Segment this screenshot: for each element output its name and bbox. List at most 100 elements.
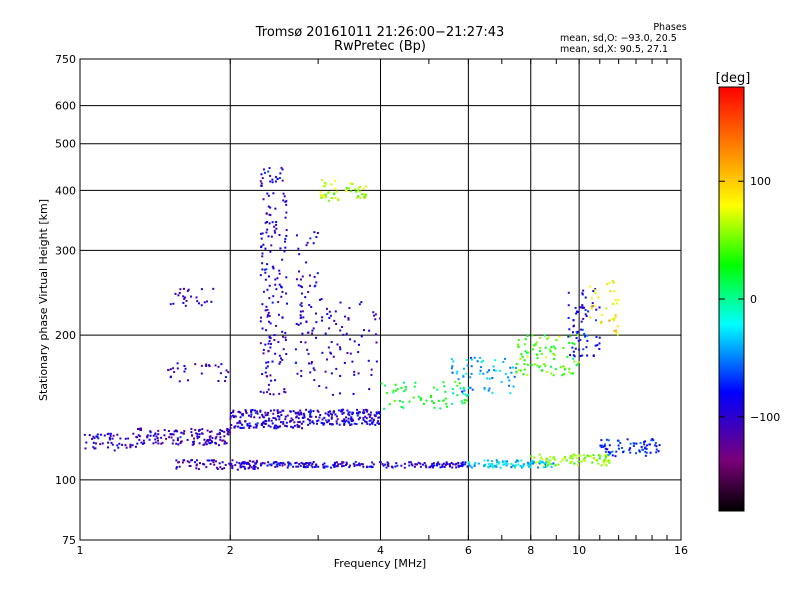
data-point	[262, 352, 265, 355]
data-point	[611, 454, 614, 457]
data-point	[146, 434, 149, 437]
data-point	[325, 419, 328, 422]
data-point	[575, 364, 578, 367]
data-point	[337, 198, 340, 201]
data-point	[281, 462, 284, 465]
data-point	[313, 275, 316, 278]
data-point	[431, 400, 434, 403]
data-point	[348, 414, 351, 417]
data-point	[549, 463, 552, 466]
data-point	[643, 443, 646, 446]
data-point	[172, 367, 175, 370]
data-point	[559, 366, 562, 369]
chart-title-line1: Tromsø 20161011 21:26:00−21:27:43	[255, 25, 505, 40]
data-point	[339, 329, 342, 332]
data-point	[175, 467, 178, 470]
data-point	[275, 324, 278, 327]
data-point	[451, 365, 454, 368]
data-point	[543, 363, 546, 366]
data-point	[284, 418, 287, 421]
data-point	[285, 292, 288, 295]
data-point	[357, 186, 360, 189]
data-point	[264, 309, 267, 312]
data-point	[576, 330, 579, 333]
data-point	[284, 415, 287, 418]
data-point	[353, 463, 356, 466]
data-point	[552, 352, 555, 355]
data-point	[358, 464, 361, 467]
data-point	[113, 449, 116, 452]
data-point	[85, 441, 88, 444]
data-point	[373, 414, 376, 417]
data-point	[326, 465, 329, 468]
data-point	[293, 421, 296, 424]
data-point	[490, 463, 493, 466]
phase-statistics: Phases mean, sd,O: −93.0, 20.5 mean, sd,…	[560, 22, 730, 55]
data-point	[444, 463, 447, 466]
data-point	[293, 424, 296, 427]
data-point	[280, 357, 283, 360]
data-point	[604, 443, 607, 446]
data-point	[283, 250, 286, 253]
data-point	[580, 306, 583, 309]
data-point	[309, 237, 312, 240]
data-point	[534, 461, 537, 464]
data-point	[84, 447, 87, 450]
data-point	[219, 372, 222, 375]
data-point	[321, 179, 324, 182]
data-point	[285, 425, 288, 428]
data-point	[536, 353, 539, 356]
data-point	[345, 332, 348, 335]
data-point	[529, 466, 532, 469]
data-point	[493, 369, 496, 372]
data-point	[567, 291, 570, 294]
data-point	[275, 418, 278, 421]
data-point	[517, 368, 520, 371]
data-point	[274, 379, 277, 382]
data-point	[264, 371, 267, 374]
data-point	[360, 335, 363, 338]
data-point	[278, 177, 281, 180]
data-point	[517, 463, 520, 466]
data-point	[314, 415, 317, 418]
data-point	[590, 307, 593, 310]
data-point	[263, 462, 266, 465]
data-point	[613, 329, 616, 332]
data-point	[377, 420, 380, 423]
data-point	[141, 442, 144, 445]
data-point	[262, 391, 265, 394]
data-point	[169, 376, 172, 379]
y-axis-label: Stationary phase Virtual Height [km]	[37, 199, 50, 401]
data-point	[370, 368, 373, 371]
data-point	[584, 309, 587, 312]
data-point	[261, 177, 264, 180]
data-point	[214, 364, 217, 367]
data-point	[136, 442, 139, 445]
data-point	[400, 386, 403, 389]
data-point	[179, 436, 182, 439]
data-point	[465, 372, 468, 375]
data-point	[572, 372, 575, 375]
data-point	[308, 362, 311, 365]
data-point	[344, 315, 347, 318]
data-point	[577, 339, 580, 342]
data-point	[581, 354, 584, 357]
data-point	[450, 367, 453, 370]
data-point	[508, 379, 511, 382]
data-point	[349, 464, 352, 467]
data-point	[574, 347, 577, 350]
data-point	[170, 433, 173, 436]
data-point	[187, 288, 190, 291]
data-point	[237, 425, 240, 428]
data-point	[441, 399, 444, 402]
data-point	[497, 460, 500, 463]
data-point	[655, 451, 658, 454]
data-point	[571, 331, 574, 334]
data-point	[419, 398, 422, 401]
data-point	[249, 464, 252, 467]
data-point	[361, 463, 364, 466]
data-point	[239, 426, 242, 429]
data-point	[462, 463, 465, 466]
data-point	[616, 325, 619, 328]
data-point	[595, 335, 598, 338]
